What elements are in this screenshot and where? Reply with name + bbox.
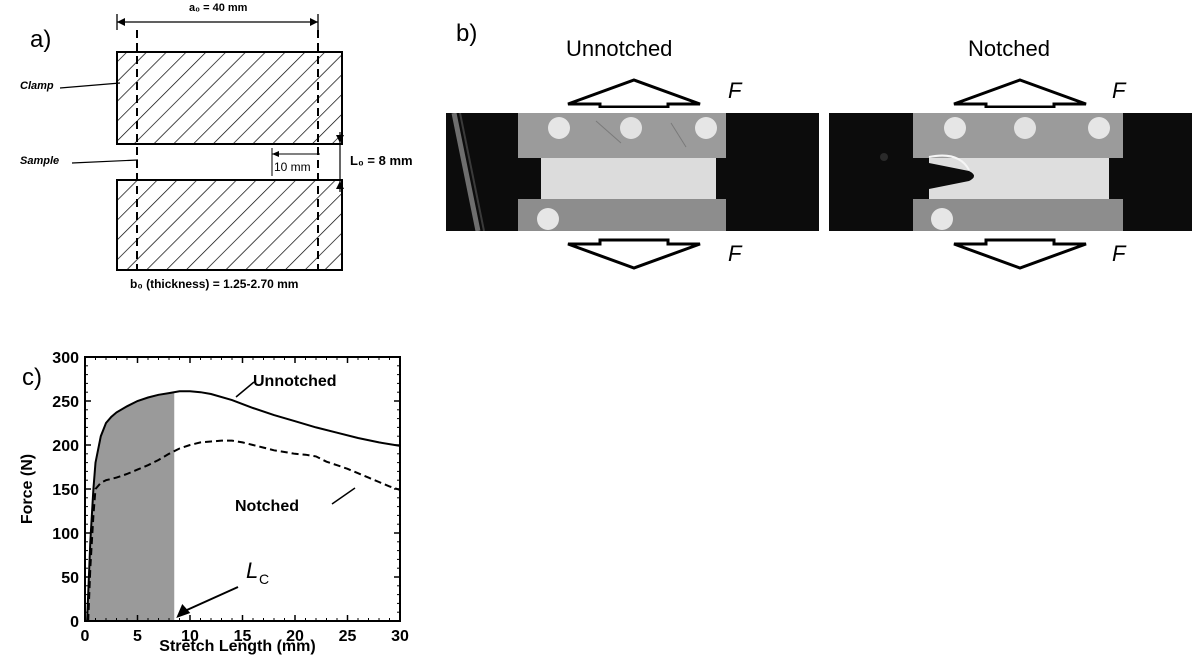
notched-sample-photo	[829, 113, 1192, 231]
unnotched-leader	[235, 381, 255, 398]
unnotched-annotation: Unnotched	[253, 373, 337, 390]
force-label-unnotched-bottom: F	[728, 241, 742, 266]
notched-annotation: Notched	[235, 498, 299, 515]
lc-arrow-line	[179, 586, 239, 614]
x-tick-label: 20	[286, 628, 304, 645]
lc-subscript: C	[259, 571, 269, 587]
x-tick-label: 15	[234, 628, 252, 645]
length-annotation: L₀ = 8 mm	[350, 153, 413, 168]
panel-b-label: b)	[456, 20, 478, 47]
y-tick-label: 0	[70, 614, 79, 631]
top-clamp	[116, 51, 343, 145]
x-axis-label: Stretch Length (mm)	[159, 638, 315, 655]
clamp-label: Clamp	[20, 80, 54, 92]
notch-annotation: 10 mm	[274, 160, 311, 174]
sample-label: Sample	[20, 155, 60, 167]
tension-arrow-down-left	[567, 238, 701, 270]
y-tick-label: 150	[52, 482, 79, 499]
y-axis-label: Force (N)	[19, 454, 36, 524]
force-label-notched-bottom: F	[1112, 241, 1126, 266]
lc-annotation: L	[246, 558, 258, 583]
panel-c-label: c)	[22, 364, 42, 391]
notched-leader	[331, 487, 356, 505]
notched-title: Notched	[968, 36, 1050, 61]
x-tick-label: 5	[133, 628, 142, 645]
width-annotation: a₀ = 40 mm	[189, 2, 248, 14]
thickness-annotation: b₀ (thickness) = 1.25-2.70 mm	[130, 277, 299, 291]
force-label-unnotched-top: F	[728, 78, 742, 103]
clamp-schematic	[59, 14, 344, 271]
y-tick-label: 50	[61, 570, 79, 587]
y-tick-label: 250	[52, 394, 79, 411]
x-tick-label: 25	[339, 628, 357, 645]
tension-arrow-up-right	[953, 78, 1087, 108]
lc-shaded-region	[87, 392, 175, 621]
y-tick-label: 200	[52, 438, 79, 455]
tension-arrow-down-right	[953, 238, 1087, 270]
bottom-clamp	[116, 179, 343, 271]
force-label-notched-top: F	[1112, 78, 1126, 103]
y-tick-label: 100	[52, 526, 79, 543]
unnotched-sample-photo	[446, 113, 819, 231]
panel-a-label: a)	[30, 26, 52, 53]
x-tick-label: 10	[181, 628, 199, 645]
unnotched-title: Unnotched	[566, 36, 673, 61]
lc-arrow-head	[176, 604, 191, 618]
y-tick-label: 300	[52, 350, 79, 367]
tension-arrow-up-left	[567, 78, 701, 108]
series-unnotched-line	[86, 390, 401, 622]
x-tick-label: 0	[81, 628, 90, 645]
x-tick-label: 30	[391, 628, 409, 645]
